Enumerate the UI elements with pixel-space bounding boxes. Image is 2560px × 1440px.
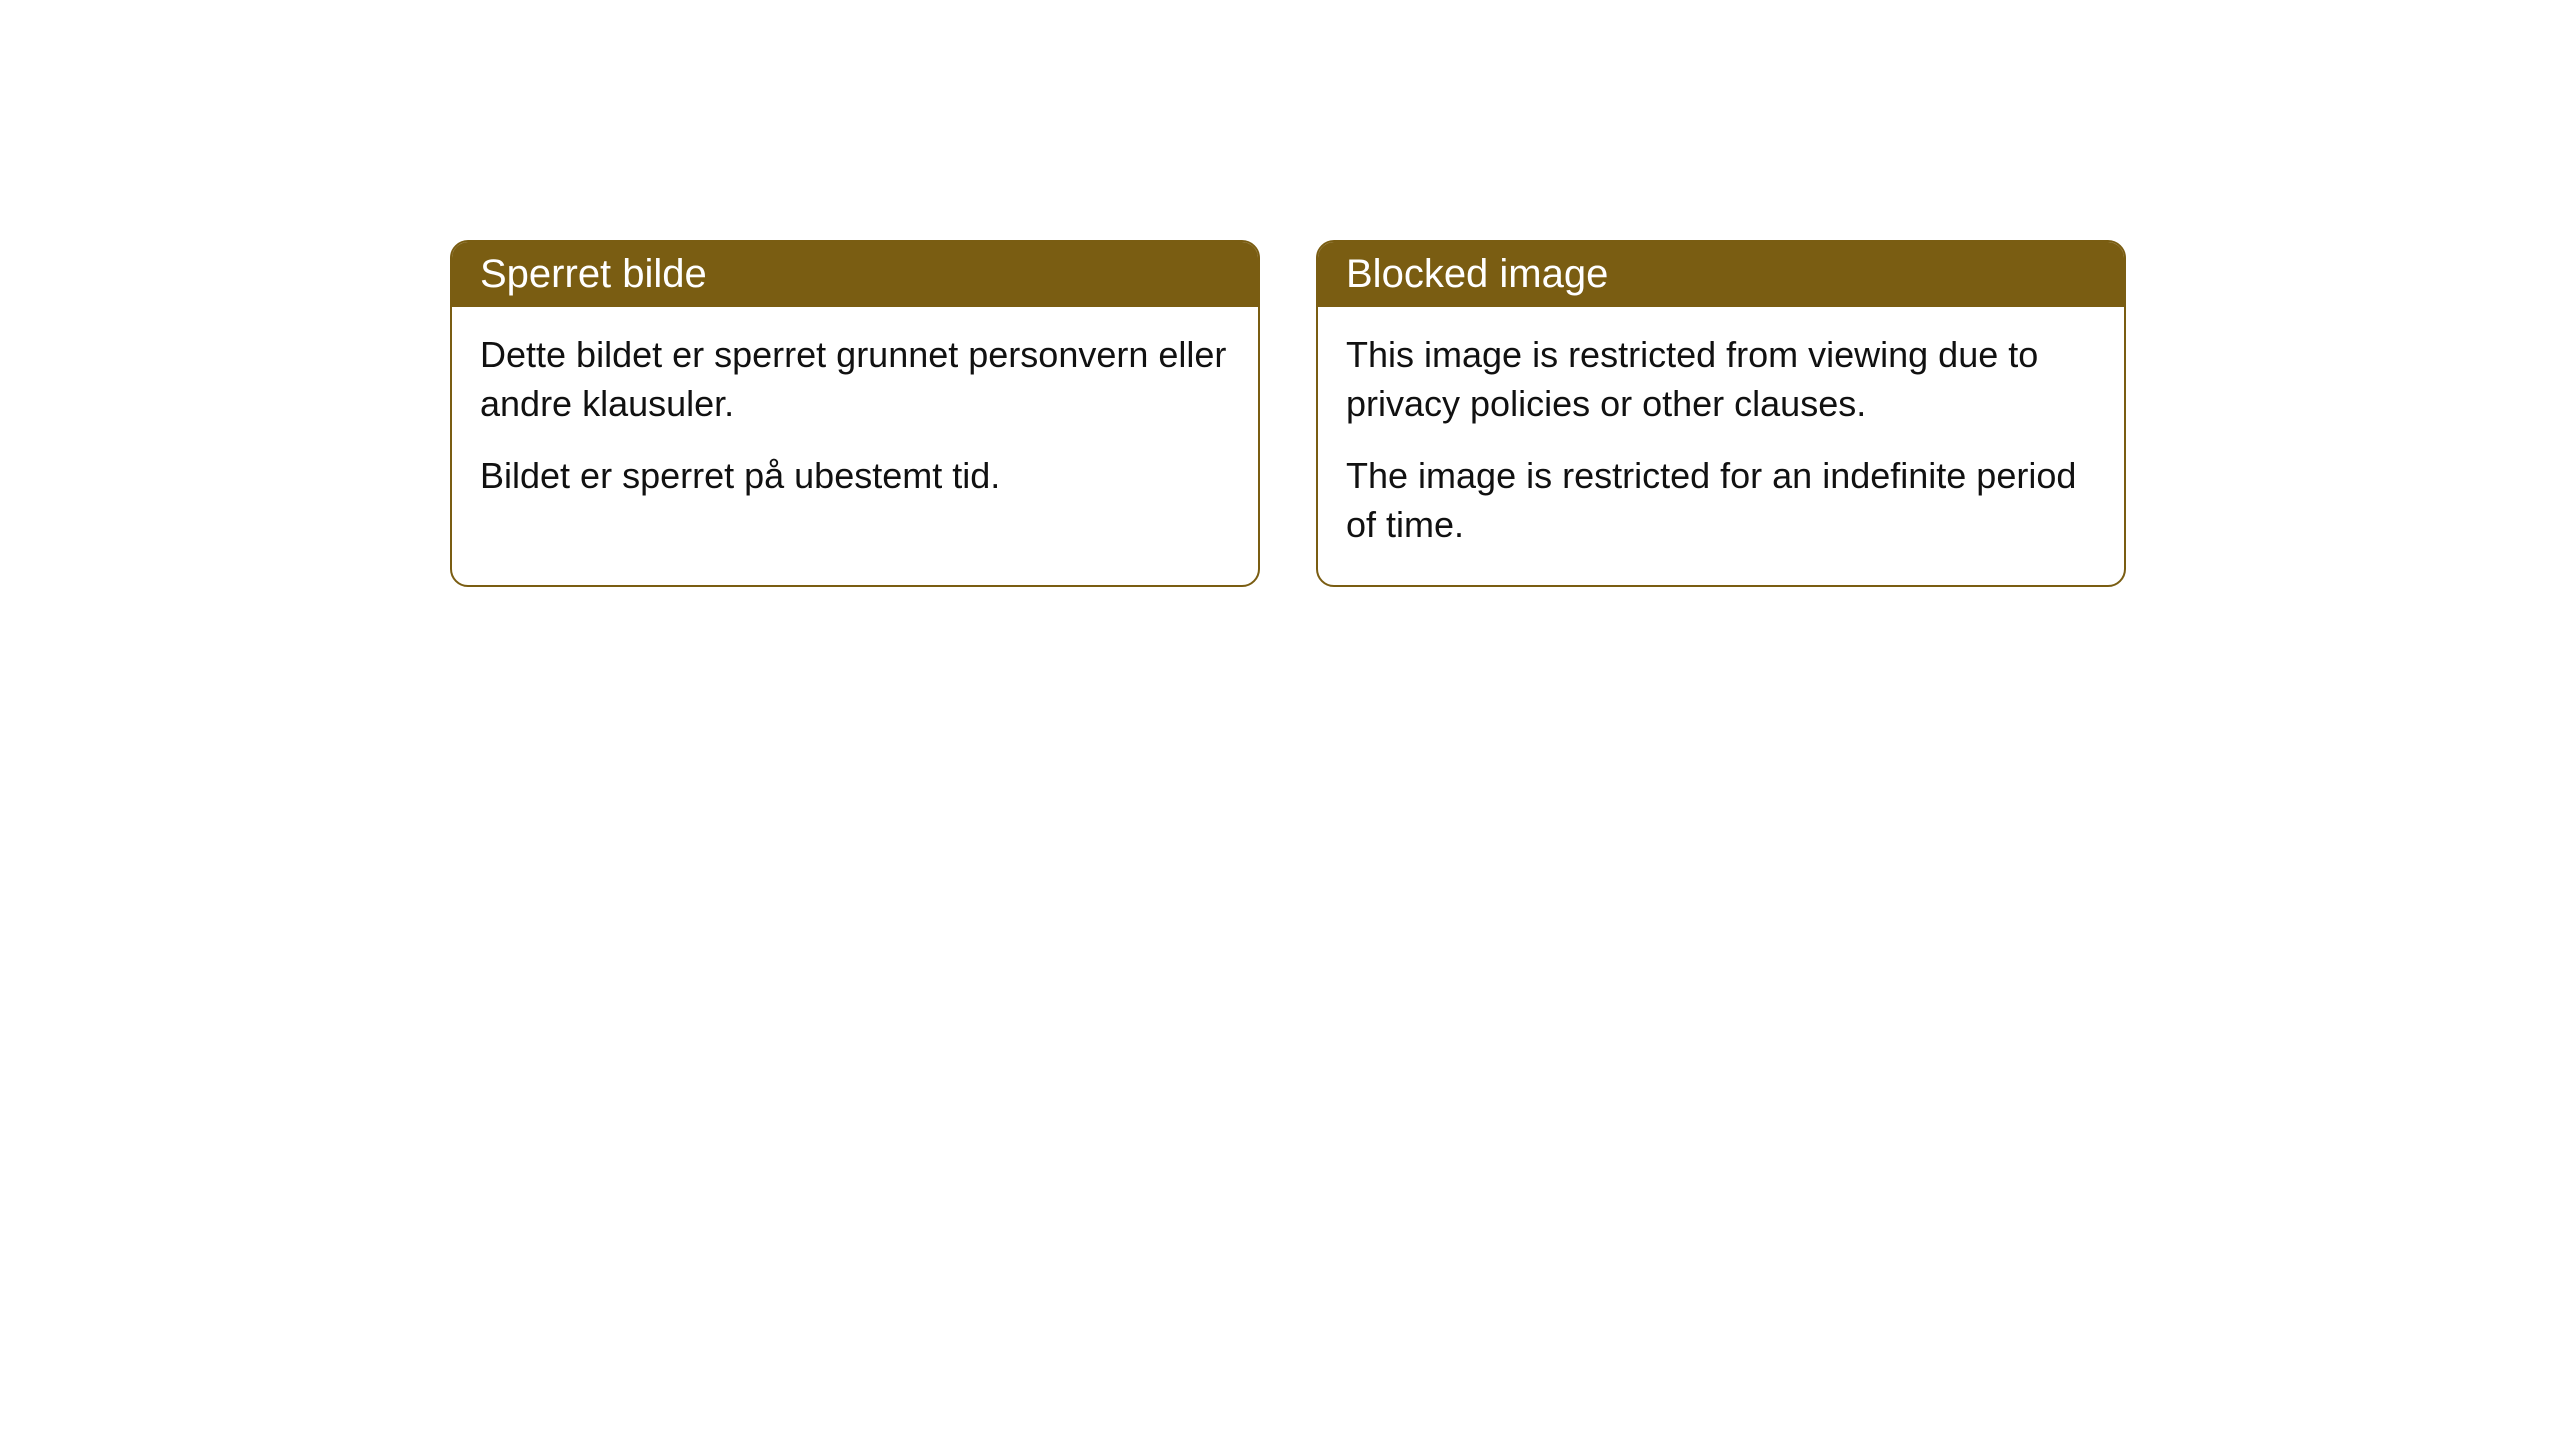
card-header: Blocked image	[1318, 242, 2124, 307]
card-paragraph: Dette bildet er sperret grunnet personve…	[480, 331, 1230, 428]
card-paragraph: The image is restricted for an indefinit…	[1346, 452, 2096, 549]
card-body: Dette bildet er sperret grunnet personve…	[452, 307, 1258, 537]
notice-card-english: Blocked image This image is restricted f…	[1316, 240, 2126, 587]
card-header: Sperret bilde	[452, 242, 1258, 307]
card-paragraph: This image is restricted from viewing du…	[1346, 331, 2096, 428]
card-paragraph: Bildet er sperret på ubestemt tid.	[480, 452, 1230, 501]
notice-card-norwegian: Sperret bilde Dette bildet er sperret gr…	[450, 240, 1260, 587]
card-body: This image is restricted from viewing du…	[1318, 307, 2124, 585]
notice-cards-container: Sperret bilde Dette bildet er sperret gr…	[450, 240, 2126, 587]
